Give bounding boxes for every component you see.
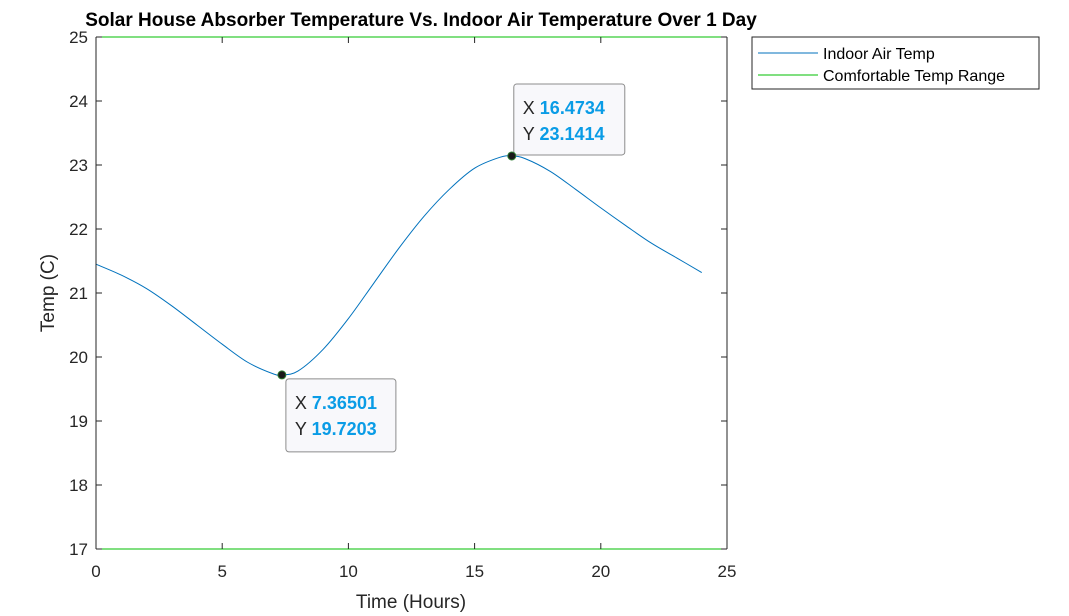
legend-label-indoor: Indoor Air Temp bbox=[823, 46, 935, 63]
y-tick-label: 20 bbox=[69, 348, 88, 367]
x-axis-ticks: 0 5 10 15 20 25 bbox=[91, 37, 736, 581]
legend-box bbox=[751, 36, 1040, 90]
datatip-box bbox=[513, 83, 626, 156]
x-tick-label: 0 bbox=[91, 562, 100, 581]
x-axis-label: Time (Hours) bbox=[356, 592, 466, 613]
datatip-x-row: X 7.36501 bbox=[295, 393, 377, 413]
datatip-box bbox=[285, 378, 397, 453]
y-tick-label: 23 bbox=[69, 156, 88, 175]
x-tick-label: 25 bbox=[718, 562, 737, 581]
x-tick-label: 5 bbox=[217, 562, 226, 581]
datatip-x-label: X bbox=[523, 98, 540, 118]
datatip-marker[interactable] bbox=[277, 370, 287, 380]
datatip-x-value: 16.4734 bbox=[540, 98, 605, 118]
datatip-x-value: 7.36501 bbox=[312, 393, 377, 413]
indoor-air-temp-line bbox=[95, 155, 703, 376]
datatip-x-row: X 16.4734 bbox=[523, 98, 605, 118]
datatip-y-row: Y 23.1414 bbox=[523, 124, 605, 144]
datatip-y-label: Y bbox=[295, 419, 312, 439]
x-tick-label: 15 bbox=[465, 562, 484, 581]
y-tick-label: 19 bbox=[69, 412, 88, 431]
datatip-x-label: X bbox=[295, 393, 312, 413]
legend: Indoor Air Temp Comfortable Temp Range bbox=[751, 36, 1040, 90]
y-axis-label: Temp (C) bbox=[38, 254, 59, 332]
y-tick-label: 24 bbox=[69, 92, 88, 111]
datatip-y-value: 23.1414 bbox=[539, 124, 604, 144]
comfort-range-lines bbox=[96, 36, 727, 550]
plot-area bbox=[96, 37, 727, 549]
datatip-y-row: Y 19.7203 bbox=[295, 419, 377, 439]
legend-label-comfort: Comfortable Temp Range bbox=[823, 68, 1005, 85]
y-tick-label: 25 bbox=[69, 28, 88, 47]
y-axis-ticks: 17 18 19 20 21 22 23 24 25 bbox=[69, 28, 727, 559]
y-tick-label: 17 bbox=[69, 540, 88, 559]
datatip-y-value: 19.7203 bbox=[312, 419, 377, 439]
datatip-marker[interactable] bbox=[507, 151, 517, 161]
y-tick-label: 18 bbox=[69, 476, 88, 495]
y-tick-label: 21 bbox=[69, 284, 88, 303]
x-tick-label: 10 bbox=[339, 562, 358, 581]
y-tick-label: 22 bbox=[69, 220, 88, 239]
chart-title: Solar House Absorber Temperature Vs. Ind… bbox=[85, 10, 757, 31]
datatip-y-label: Y bbox=[523, 124, 540, 144]
x-tick-label: 20 bbox=[591, 562, 610, 581]
